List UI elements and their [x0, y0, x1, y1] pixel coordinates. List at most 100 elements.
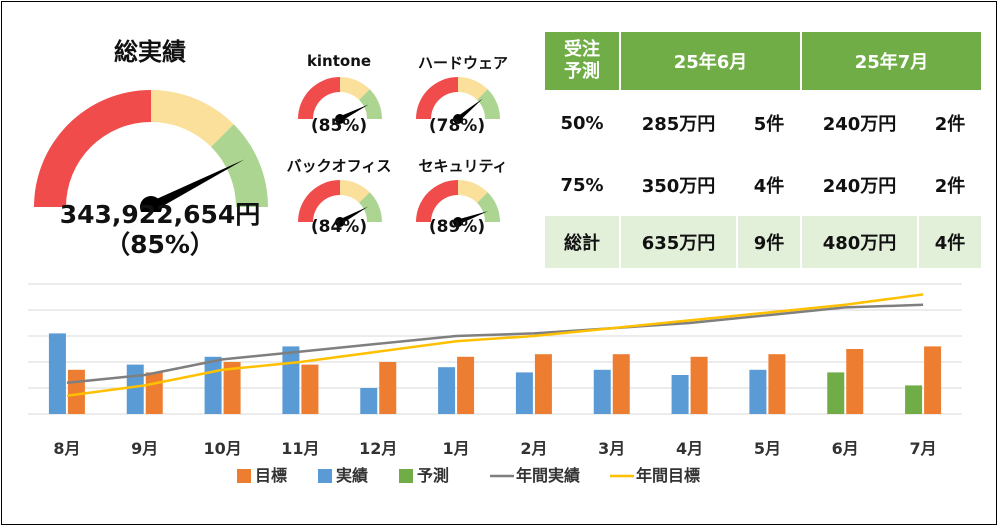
- bar-forecast: [827, 372, 845, 414]
- gauge-title-kintone: kintone: [306, 52, 372, 70]
- small-gauge-segment-yellow: [458, 180, 488, 203]
- total-results-value: 343,922,654円 （85%）: [40, 200, 280, 260]
- legend-label: 目標: [255, 466, 287, 485]
- small-gauge-segment-green: [359, 192, 382, 222]
- small-gauge-segment-red: [416, 77, 458, 119]
- small-gauge-hub: [335, 217, 345, 227]
- line-annual-actual: [66, 303, 924, 385]
- line-annual-target: [66, 293, 924, 398]
- cell-amount: 240万円: [800, 154, 919, 216]
- x-tick-label: 10月: [203, 439, 241, 458]
- bar-target: [846, 349, 864, 414]
- bar-actual: [515, 372, 533, 414]
- cell-count: 9件: [736, 214, 802, 270]
- table-row-total: 総計 635万円 9件 480万円 4件: [543, 214, 983, 270]
- legend-swatch: [399, 469, 413, 483]
- legend-swatch: [237, 469, 251, 483]
- gauge-kintone: [298, 77, 382, 124]
- x-tick-label: 9月: [131, 439, 158, 458]
- small-gauge-segment-green: [477, 89, 500, 119]
- small-gauge-needle: [338, 206, 369, 225]
- small-gauge-segment-green: [477, 192, 500, 222]
- small-gauge-segment-green: [359, 89, 382, 119]
- bar-actual: [438, 367, 456, 414]
- bar-target: [612, 354, 630, 414]
- cell-amount: 240万円: [800, 90, 919, 156]
- legend-label: 予測: [417, 466, 449, 485]
- gauge-percent-kintone: (85%): [310, 116, 368, 136]
- small-gauge-hub: [335, 114, 345, 124]
- cell-count: 2件: [917, 90, 983, 156]
- cell-count: 5件: [736, 90, 802, 156]
- small-gauge-needle: [338, 104, 369, 122]
- main-gauge-segment-yellow: [151, 90, 234, 147]
- x-tick-label: 6月: [832, 439, 859, 458]
- row-label: 50%: [543, 90, 621, 156]
- cell-amount: 480万円: [800, 214, 919, 270]
- bar-actual: [48, 333, 66, 414]
- main-gauge-segment-green: [211, 124, 268, 207]
- gauge-percent-security: (89%): [428, 217, 486, 237]
- main-gauge-needle: [148, 159, 245, 212]
- legend-label: 年間目標: [636, 466, 700, 485]
- x-tick-label: 4月: [676, 439, 703, 458]
- bar-target: [457, 356, 475, 414]
- small-gauge-needle: [457, 211, 489, 225]
- small-gauge-hub: [453, 217, 463, 227]
- x-tick-label: 2月: [520, 439, 547, 458]
- bar-actual: [282, 346, 300, 414]
- cell-count: 2件: [917, 154, 983, 216]
- cell-count: 4件: [917, 214, 983, 270]
- gauge-title-security: セキュリティ: [418, 157, 508, 175]
- row-label: 75%: [543, 154, 621, 216]
- bar-target: [145, 372, 163, 414]
- small-gauge-segment-red: [298, 77, 340, 119]
- bar-target: [924, 346, 942, 414]
- total-amount: 343,922,654円: [59, 200, 261, 229]
- table-header-forecast: 受注 予測: [543, 30, 621, 92]
- legend-label: 年間実績: [516, 466, 580, 485]
- x-tick-label: 8月: [53, 439, 80, 458]
- gauge-security: [416, 180, 500, 227]
- bar-target: [768, 354, 786, 414]
- bar-actual: [671, 375, 689, 414]
- gauge-percent-hardware: (78%): [428, 116, 486, 136]
- table-header-row: 受注 予測 25年6月 25年7月: [543, 30, 983, 92]
- bar-actual: [749, 369, 767, 414]
- total-results-title: 総実績: [114, 38, 186, 66]
- cell-amount: 350万円: [619, 154, 738, 216]
- x-tick-label: 5月: [754, 439, 781, 458]
- gauge-percent-backoffice: (84%): [310, 217, 368, 237]
- bar-actual: [360, 388, 378, 414]
- cell-amount: 635万円: [619, 214, 738, 270]
- x-tick-label: 12月: [359, 439, 397, 458]
- small-gauge-hub: [453, 114, 463, 124]
- gauge-backoffice: [298, 180, 382, 227]
- legend-swatch: [318, 469, 332, 483]
- bar-forecast: [905, 385, 923, 414]
- bar-actual: [593, 369, 611, 414]
- small-gauge-segment-yellow: [340, 180, 370, 203]
- gauge-hardware: [416, 77, 500, 124]
- x-tick-label: 1月: [443, 439, 470, 458]
- bar-target: [223, 362, 241, 414]
- x-tick-label: 3月: [598, 439, 625, 458]
- bar-actual: [204, 356, 222, 414]
- gauge-title-hardware: ハードウェア: [417, 54, 508, 72]
- total-percent: （85%）: [105, 230, 215, 259]
- x-tick-label: 11月: [281, 439, 319, 458]
- main-gauge-segment-red: [34, 90, 151, 207]
- bar-target: [379, 362, 397, 414]
- table-header-month2: 25年7月: [800, 30, 983, 92]
- main-gauge: [34, 90, 268, 212]
- table-row: 75% 350万円 4件 240万円 2件: [543, 154, 983, 216]
- row-label: 総計: [543, 214, 621, 270]
- small-gauge-segment-yellow: [458, 77, 488, 100]
- table-header-month1: 25年6月: [619, 30, 802, 92]
- bar-actual: [126, 364, 144, 414]
- main-gauge-hub: [140, 196, 162, 212]
- bar-target: [534, 354, 552, 414]
- small-gauge-segment-red: [416, 180, 458, 222]
